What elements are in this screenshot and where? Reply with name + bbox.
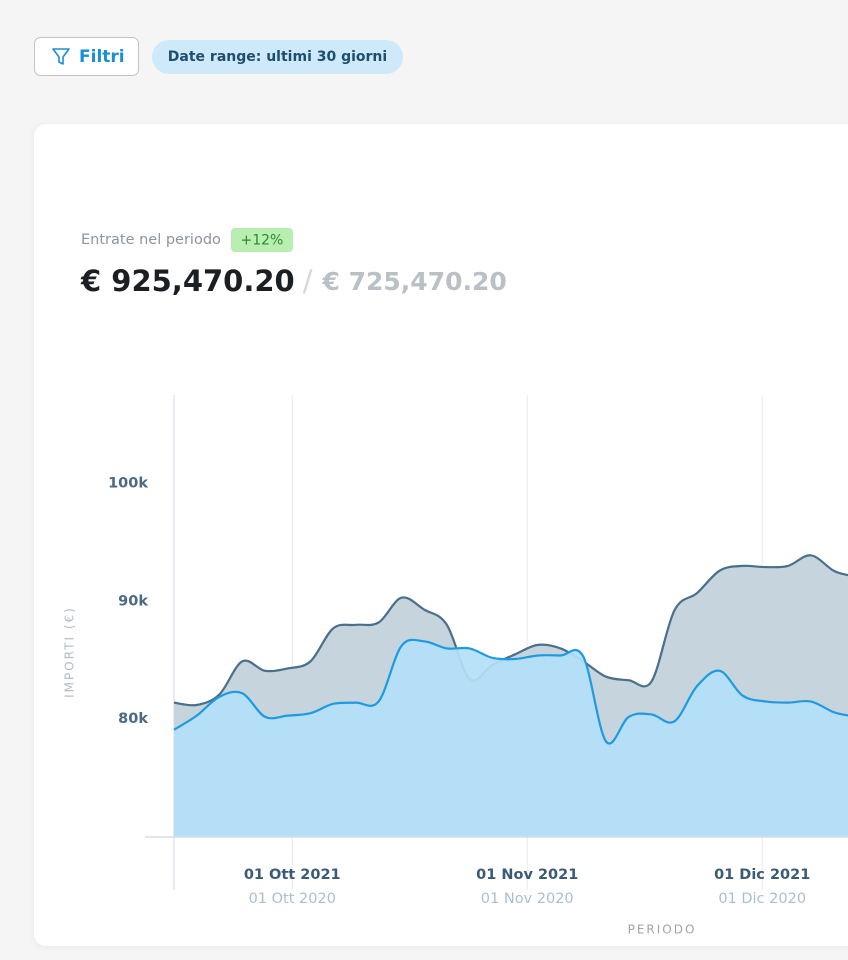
y-tick-label: 80k xyxy=(118,711,148,727)
series-line xyxy=(173,638,848,745)
x-tick-label: 01 Nov 2021 xyxy=(476,867,578,883)
filter-label[interactable]: Filtri xyxy=(79,47,125,67)
x-tick-label: 01 Dic 2021 xyxy=(714,867,810,883)
change-value: +12% xyxy=(240,233,283,249)
filter-icon[interactable] xyxy=(52,48,70,65)
current-total: € 925,470.20 xyxy=(80,264,295,298)
filter-button-box[interactable] xyxy=(34,37,139,76)
y-axis-label: IMPORTI (€) xyxy=(63,606,77,698)
separator: / xyxy=(303,264,313,298)
x-tick-label: 01 Ott 2021 xyxy=(244,867,341,883)
previous-total: € 725,470.20 xyxy=(322,267,507,296)
x-tick-label-secondary: 01 Dic 2020 xyxy=(718,891,806,907)
change-badge xyxy=(230,228,293,252)
chart: 80k 90k 100k 01 Ott 2021 01 Nov 2021 01 Dic 2… xyxy=(63,395,848,937)
date-range-label[interactable]: Date range: ultimi 30 giorni xyxy=(168,49,387,65)
x-tick-label-secondary: 01 Nov 2020 xyxy=(481,891,574,907)
area-fill xyxy=(174,639,848,837)
summary-label: Entrate nel periodo xyxy=(81,232,221,248)
date-range-chip[interactable]: Date range: ultimi 30 giorni xyxy=(152,40,403,74)
date-range-chip-box[interactable] xyxy=(152,40,403,74)
y-tick-label: 100k xyxy=(108,475,148,491)
filter-button[interactable]: Filtri xyxy=(34,37,139,76)
x-axis-label: PERIODO xyxy=(628,923,697,937)
y-tick-label: 90k xyxy=(118,593,148,609)
x-tick-label-secondary: 01 Ott 2020 xyxy=(249,891,336,907)
series-line xyxy=(173,554,848,707)
